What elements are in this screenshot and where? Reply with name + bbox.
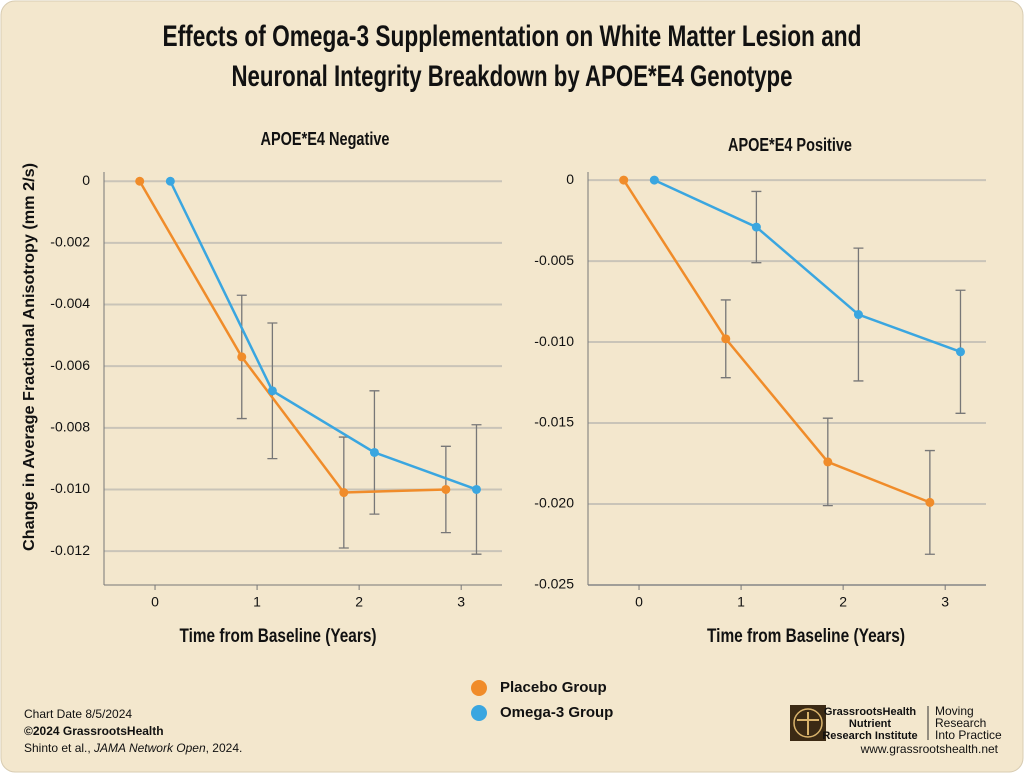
data-point — [619, 175, 629, 185]
y-tick-label: -0.006 — [50, 357, 90, 373]
series-line — [653, 178, 961, 353]
y-tick-label: -0.020 — [534, 495, 574, 511]
data-point — [267, 386, 277, 396]
x-axis-label: Time from Baseline (Years) — [180, 626, 377, 647]
data-point — [721, 334, 731, 344]
data-point — [135, 176, 145, 186]
y-tick-label: 0 — [82, 172, 90, 188]
y-tick-label: -0.012 — [50, 542, 90, 558]
data-point — [751, 222, 761, 232]
website: www.grassrootshealth.net — [860, 742, 999, 756]
data-point — [955, 347, 965, 357]
data-point — [649, 175, 659, 185]
x-tick-label: 3 — [457, 594, 465, 610]
x-tick-label: 1 — [737, 594, 745, 610]
legend-marker — [471, 680, 487, 696]
data-point — [853, 310, 863, 320]
copyright: ©2024 GrassrootsHealth — [24, 724, 164, 738]
x-tick-label: 2 — [839, 594, 847, 610]
citation-text: Shinto et al., — [24, 741, 94, 755]
y-tick-label: -0.015 — [534, 414, 574, 430]
logo-text: Nutrient — [849, 718, 892, 730]
citation-text: , 2024. — [206, 741, 243, 755]
data-point — [925, 497, 935, 507]
subplot-title: APOE*E4 Positive — [728, 135, 852, 155]
x-tick-label: 3 — [941, 594, 949, 610]
data-point — [165, 176, 175, 186]
tagline: Research — [935, 716, 986, 730]
x-tick-label: 0 — [151, 594, 159, 610]
y-tick-label: -0.010 — [534, 333, 574, 349]
logo-icon — [793, 708, 823, 738]
chart-date: Chart Date 8/5/2024 — [24, 707, 132, 721]
x-tick-label: 0 — [635, 594, 643, 610]
x-tick-label: 2 — [355, 594, 363, 610]
legend-label: Omega-3 Group — [500, 704, 613, 721]
citation-journal: JAMA Network Open — [93, 741, 206, 755]
legend-label: Placebo Group — [500, 679, 607, 696]
series-line — [138, 180, 446, 494]
citation: Shinto et al., JAMA Network Open, 2024. — [24, 741, 242, 755]
y-axis-label: Change in Average Fractional Anisotropy … — [21, 163, 38, 551]
logo-text: Research Institute — [822, 730, 917, 742]
logo-text: GrassrootsHealth — [824, 706, 917, 718]
tagline: Into Practice — [935, 728, 1002, 742]
y-tick-label: 0 — [566, 171, 574, 187]
data-point — [823, 457, 833, 467]
data-point — [471, 484, 481, 494]
y-tick-label: -0.005 — [534, 252, 574, 268]
data-point — [237, 352, 247, 362]
subplot-title: APOE*E4 Negative — [261, 129, 390, 149]
y-tick-label: -0.004 — [50, 295, 90, 311]
series-line — [169, 180, 477, 491]
y-tick-label: -0.010 — [50, 480, 90, 496]
x-tick-label: 1 — [253, 594, 261, 610]
data-point — [339, 488, 349, 498]
y-tick-label: -0.025 — [534, 576, 574, 592]
y-tick-label: -0.002 — [50, 234, 90, 250]
data-point — [441, 484, 451, 494]
data-point — [369, 447, 379, 457]
series-line — [622, 179, 931, 504]
x-axis-label: Time from Baseline (Years) — [707, 626, 905, 647]
y-tick-label: -0.008 — [50, 419, 90, 435]
title: Effects of Omega-3 Supplementation on Wh… — [163, 20, 862, 53]
title: Neuronal Integrity Breakdown by APOE*E4 … — [232, 60, 793, 93]
legend-marker — [471, 705, 487, 721]
tagline: Moving — [935, 704, 974, 718]
